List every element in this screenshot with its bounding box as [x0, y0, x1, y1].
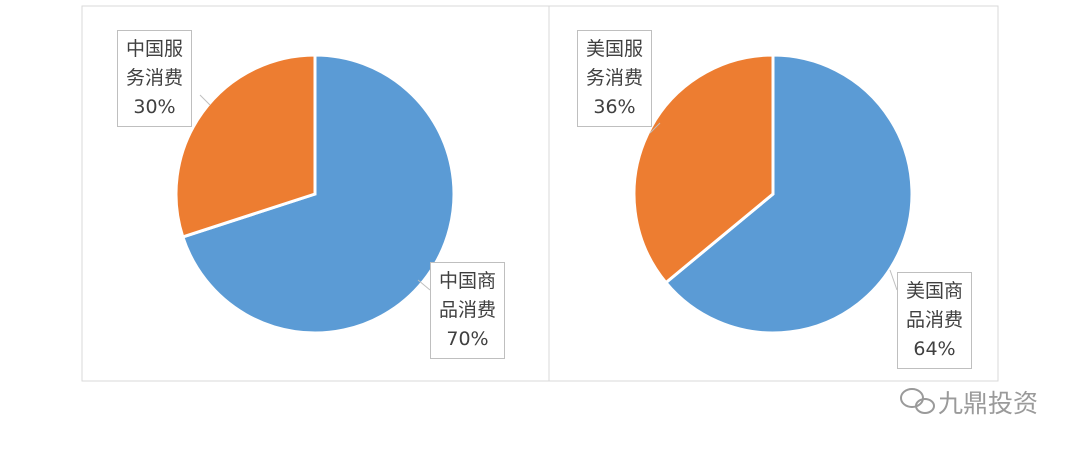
- label-category: 美国服务消费: [586, 38, 644, 89]
- panel: [548, 5, 999, 382]
- pie-slice: [180, 53, 456, 335]
- label-value: 36%: [593, 96, 636, 118]
- label-category: 美国商品消费: [906, 280, 964, 331]
- pie-slice: [632, 53, 775, 285]
- pie-slice: [663, 53, 914, 335]
- label-category: 中国商品消费: [439, 270, 497, 321]
- data-label: 美国商品消费 64%: [897, 272, 972, 369]
- label-value: 30%: [133, 96, 176, 118]
- callout-pointer: [889, 269, 898, 291]
- callout-pointer: [417, 279, 431, 291]
- callout-pointer: [649, 122, 661, 134]
- pie-slice: [174, 53, 317, 239]
- data-label: 中国商品消费 70%: [430, 262, 505, 359]
- data-label: 美国服务消费 36%: [577, 30, 652, 127]
- data-label: 中国服务消费 30%: [117, 30, 192, 127]
- label-value: 70%: [446, 328, 489, 350]
- label-category: 中国服务消费: [126, 38, 184, 89]
- watermark: 九鼎投资: [938, 389, 1039, 418]
- label-value: 64%: [913, 338, 956, 360]
- wechat-icon: [900, 388, 935, 414]
- callout-pointer: [199, 94, 211, 106]
